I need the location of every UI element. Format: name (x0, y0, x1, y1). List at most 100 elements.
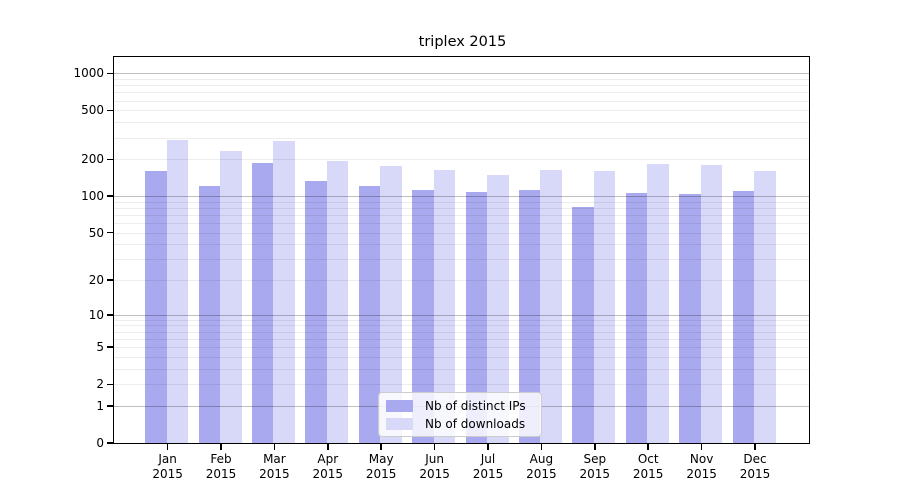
y-tick (107, 314, 114, 316)
gridline-minor (114, 356, 809, 358)
x-tick-year: 2015 (259, 467, 290, 481)
bar-nb-of-distinct-ips-feb (198, 186, 220, 443)
x-tick-month: Apr (317, 452, 339, 466)
gridline-minor (114, 79, 809, 80)
bar-nb-of-distinct-ips-nov (679, 194, 701, 443)
y-tick-label: 2 (96, 377, 104, 392)
x-tick-year: 2015 (686, 467, 717, 481)
x-tick-year: 2015 (312, 467, 344, 481)
gridline-minor (114, 319, 809, 321)
x-tick-year: 2015 (579, 467, 611, 481)
gridline-minor (114, 92, 809, 94)
x-tick-month: Mar (263, 452, 286, 466)
bar-nb-of-distinct-ips-jul (465, 192, 487, 443)
x-tick (647, 444, 649, 450)
y-tick-label: 500 (81, 103, 104, 118)
x-tick-year: 2015 (472, 467, 504, 481)
x-tick (540, 444, 543, 450)
x-tick-month: May (368, 452, 394, 466)
gridline-minor (114, 384, 809, 386)
bar-nb-of-downloads-may (380, 166, 402, 443)
y-tick-label: 100 (81, 189, 104, 204)
bar-nb-of-distinct-ips-jan (145, 170, 167, 443)
gridline-minor (114, 331, 809, 333)
x-tick-label-oct: Oct 2015 (616, 452, 680, 482)
x-tick (700, 444, 703, 450)
x-tick-month: Jan (158, 452, 177, 466)
plot-frame (113, 56, 810, 444)
x-tick-label-jan: Jan 2015 (136, 452, 200, 482)
bar-nb-of-distinct-ips-mar (251, 162, 274, 443)
x-tick-year: 2015 (152, 467, 183, 481)
gridline-minor (114, 259, 809, 261)
bar-nb-of-distinct-ips-aug (518, 189, 541, 443)
gridline-minor (114, 159, 809, 161)
gridline-minor (114, 137, 809, 139)
x-tick-label-sep: Sep 2015 (563, 452, 627, 482)
x-tick-month: Feb (210, 452, 232, 466)
legend-item-distinct-ips: Nb of distinct IPs (386, 399, 533, 413)
gridline-major (114, 73, 809, 75)
gridline-minor (114, 280, 809, 282)
x-tick-label-nov: Nov 2015 (670, 452, 734, 482)
y-tick-label: 1000 (73, 66, 104, 81)
bar-nb-of-distinct-ips-apr (305, 180, 327, 443)
x-tick-year: 2015 (365, 467, 397, 481)
gridline-minor (114, 338, 809, 340)
y-tick-label: 50 (88, 225, 104, 240)
bar-nb-of-distinct-ips-sep (572, 207, 594, 443)
gridline-minor (114, 232, 809, 234)
legend-item-downloads: Nb of downloads (386, 417, 533, 431)
x-tick-month: Nov (689, 452, 714, 466)
x-tick-year: 2015 (739, 467, 771, 481)
legend-swatch-downloads (386, 417, 413, 430)
y-tick-label: 10 (88, 307, 104, 322)
bar-nb-of-downloads-sep (593, 170, 616, 443)
y-tick-label: 0 (96, 436, 104, 450)
bar-nb-of-downloads-feb (220, 150, 242, 443)
x-tick-month: Oct (637, 452, 659, 466)
bar-nb-of-downloads-jan (166, 139, 189, 443)
x-tick-year: 2015 (419, 467, 450, 481)
x-tick (166, 444, 169, 450)
x-tick (273, 444, 276, 450)
x-tick (380, 444, 382, 450)
bar-nb-of-downloads-aug (540, 169, 562, 443)
x-tick-label-jul: Jul 2015 (456, 452, 520, 482)
legend-label-downloads: Nb of downloads (425, 416, 526, 431)
gridline-minor (114, 325, 809, 327)
gridline-minor (114, 110, 809, 112)
gridline-major (114, 314, 809, 316)
gridline-minor (114, 214, 809, 216)
y-tick-label: 200 (81, 152, 104, 167)
y-tick (107, 231, 114, 234)
x-tick-month: Jun (425, 452, 444, 466)
x-tick (487, 444, 489, 450)
legend: Nb of distinct IPs Nb of downloads (378, 392, 542, 437)
y-tick-label: 20 (88, 273, 104, 288)
bar-nb-of-downloads-oct (647, 164, 669, 443)
bar-nb-of-downloads-apr (326, 161, 349, 443)
x-tick (220, 444, 222, 450)
bar-nb-of-distinct-ips-dec (732, 191, 754, 443)
y-tick-label: 5 (96, 340, 104, 355)
x-tick-year: 2015 (526, 467, 557, 481)
x-tick-label-feb: Feb 2015 (189, 452, 253, 482)
legend-label-distinct-ips: Nb of distinct IPs (425, 398, 526, 413)
gridline-minor (114, 223, 809, 224)
legend-swatch-distinct-ips (386, 399, 413, 412)
y-tick (107, 279, 114, 281)
x-tick-month: Sep (583, 452, 607, 466)
x-tick-month: Jul (480, 452, 496, 466)
bar-nb-of-downloads-mar (273, 140, 295, 443)
bar-nb-of-downloads-dec (754, 170, 776, 443)
x-tick (433, 444, 436, 450)
x-tick-label-apr: Apr 2015 (296, 452, 360, 482)
x-tick-label-jun: Jun 2015 (403, 452, 467, 482)
y-tick (107, 72, 114, 75)
x-tick-year: 2015 (632, 467, 664, 481)
bar-nb-of-downloads-nov (700, 165, 723, 443)
gridline-minor (114, 201, 809, 203)
y-tick (107, 158, 114, 160)
